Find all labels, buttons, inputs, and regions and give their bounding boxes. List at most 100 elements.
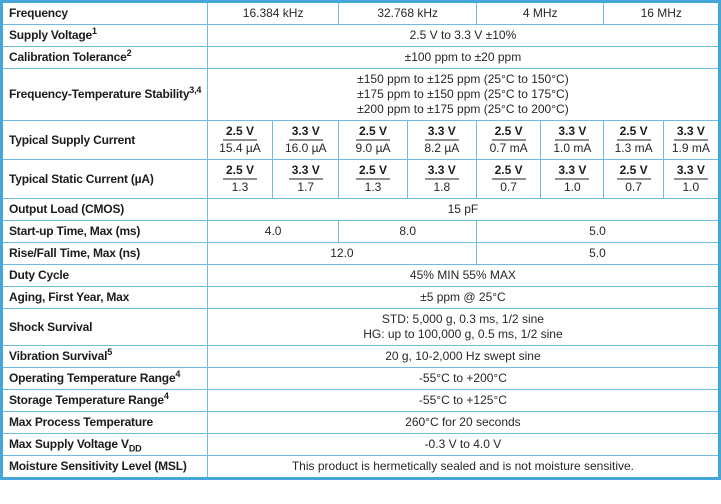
spec-row-frequency-temperature-stability: Frequency-Temperature Stability3,4 ±150 p… xyxy=(1,68,721,121)
value-cell: 4 MHz xyxy=(475,1,605,25)
value-cell: 45% MIN 55% MAX xyxy=(206,264,721,287)
row-label: Moisture Sensitivity Level (MSL) xyxy=(1,455,208,479)
voltage-subheader: 3.3 V xyxy=(412,124,472,141)
spec-row-frequency: Frequency 16.384 kHz 32.768 kHz 4 MHz 16 MHz xyxy=(1,1,720,25)
spec-row-supply-voltage: Supply Voltage1 2.5 V to 3.3 V ±10% xyxy=(1,24,721,47)
row-label: Supply Voltage1 xyxy=(1,24,208,47)
current-value: 8.2 µA xyxy=(424,141,460,155)
value-cell: 2.5 V 9.0 µA xyxy=(338,120,408,160)
row-label: Frequency-Temperature Stability3,4 xyxy=(1,68,208,121)
value-cell: This product is hermetically sealed and … xyxy=(206,455,721,479)
row-label: Operating Temperature Range4 xyxy=(1,367,208,390)
value-cell: -0.3 V to 4.0 V xyxy=(206,433,721,456)
current-value: 1.3 mA xyxy=(614,141,653,155)
spec-row-start-up-time-max-ms: Start-up Time, Max (ms) 4.0 8.0 5.0 xyxy=(1,220,721,243)
value-cell: STD: 5,000 g, 0.3 ms, 1/2 sine HG: up to … xyxy=(206,308,721,346)
voltage-subheader: 2.5 V xyxy=(212,124,268,141)
spec-row-aging-first-year-max: Aging, First Year, Max ±5 ppm @ 25°C xyxy=(1,286,721,309)
value-cell: 8.0 xyxy=(338,220,477,243)
value-cell: ±5 ppm @ 25°C xyxy=(206,286,721,309)
row-label: Vibration Survival5 xyxy=(1,345,208,368)
current-value: 1.3 xyxy=(231,180,249,194)
value-cell: ±150 ppm to ±125 ppm (25°C to 150°C) ±175… xyxy=(206,68,721,121)
value-cell: 2.5 V 0.7 xyxy=(475,159,542,199)
voltage-subheader: 3.3 V xyxy=(668,124,714,141)
value-cell: -55°C to +200°C xyxy=(206,367,721,390)
value-cell: 16 MHz xyxy=(603,1,720,25)
spec-row-storage-temperature-range: Storage Temperature Range4 -55°C to +125°… xyxy=(1,389,721,412)
current-value: 1.3 xyxy=(364,180,382,194)
row-label: Calibration Tolerance2 xyxy=(1,46,208,69)
spec-row-calibration-tolerance: Calibration Tolerance2 ±100 ppm to ±20 pp… xyxy=(1,46,721,69)
voltage-subheader: 2.5 V xyxy=(212,163,268,180)
value-cell: 3.3 V 1.0 mA xyxy=(540,120,605,160)
current-value: 15.4 µA xyxy=(219,141,261,155)
value-cell: 3.3 V 1.7 xyxy=(272,159,340,199)
current-value: 0.7 xyxy=(500,180,517,194)
spec-table: Frequency 16.384 kHz 32.768 kHz 4 MHz 16 MHz… xyxy=(0,0,721,480)
value-line: ±175 ppm to ±150 ppm (25°C to 175°C) xyxy=(357,87,569,101)
spec-row-moisture-sensitivity-level-msl: Moisture Sensitivity Level (MSL) This pro… xyxy=(1,455,721,479)
row-label: Rise/Fall Time, Max (ns) xyxy=(1,242,208,265)
voltage-subheader: 3.3 V xyxy=(545,163,599,180)
voltage-subheader: 2.5 V xyxy=(608,124,658,141)
row-label: Typical Supply Current xyxy=(1,120,208,160)
value-cell: 15 pF xyxy=(206,198,721,221)
current-value: 1.0 xyxy=(563,180,581,194)
spec-row-max-process-temperature: Max Process Temperature 260°C for 20 seco… xyxy=(1,411,721,434)
value-line: ±150 ppm to ±125 ppm (25°C to 150°C) xyxy=(357,72,569,86)
spec-row-output-load-cmos: Output Load (CMOS) 15 pF xyxy=(1,198,721,221)
value-line: HG: up to 100,000 g, 0.5 ms, 1/2 sine xyxy=(363,327,563,341)
row-label: Start-up Time, Max (ms) xyxy=(1,220,208,243)
value-cell: -55°C to +125°C xyxy=(206,389,721,412)
value-cell: 16.384 kHz xyxy=(206,1,340,25)
current-value: 0.7 mA xyxy=(489,141,528,155)
current-value: 1.7 xyxy=(297,180,315,194)
current-value: 16.0 µA xyxy=(284,141,327,155)
spec-row-rise-fall-time-max-ns: Rise/Fall Time, Max (ns) 12.0 5.0 xyxy=(1,242,721,265)
voltage-subheader: 2.5 V xyxy=(343,124,402,141)
value-cell: 5.0 xyxy=(475,242,721,265)
current-value: 9.0 µA xyxy=(355,141,391,155)
value-cell: 32.768 kHz xyxy=(338,1,477,25)
value-line: STD: 5,000 g, 0.3 ms, 1/2 sine xyxy=(381,312,544,326)
value-cell: 260°C for 20 seconds xyxy=(206,411,721,434)
value-cell: 2.5 V 1.3 mA xyxy=(603,120,664,160)
voltage-subheader: 3.3 V xyxy=(412,163,472,180)
row-label: Typical Static Current (µA) xyxy=(1,159,208,199)
value-cell: 12.0 xyxy=(206,242,477,265)
voltage-subheader: 2.5 V xyxy=(481,124,536,141)
row-label: Duty Cycle xyxy=(1,264,208,287)
voltage-subheader: 3.3 V xyxy=(545,124,599,141)
value-cell: ±100 ppm to ±20 ppm xyxy=(206,46,721,69)
spec-row-typical-static-current-a: Typical Static Current (µA) 2.5 V 1.3 3.3 V… xyxy=(1,159,721,199)
row-label: Storage Temperature Range4 xyxy=(1,389,208,412)
current-value: 1.0 mA xyxy=(553,141,592,155)
value-line: ±200 ppm to ±175 ppm (25°C to 200°C) xyxy=(357,102,569,116)
voltage-subheader: 2.5 V xyxy=(343,163,402,180)
row-label: Aging, First Year, Max xyxy=(1,286,208,309)
row-label: Frequency xyxy=(1,1,208,25)
value-cell: 4.0 xyxy=(206,220,340,243)
value-cell: 3.3 V 8.2 µA xyxy=(406,120,477,160)
value-cell: 3.3 V 1.9 mA xyxy=(662,120,721,160)
value-cell: 2.5 V 1.3 xyxy=(338,159,408,199)
value-cell: 2.5 V 1.3 xyxy=(206,159,274,199)
spec-row-duty-cycle: Duty Cycle 45% MIN 55% MAX xyxy=(1,264,721,287)
current-value: 1.9 mA xyxy=(671,141,710,155)
row-label: Shock Survival xyxy=(1,308,208,346)
spec-table-body: Frequency 16.384 kHz 32.768 kHz 4 MHz 16 MHz… xyxy=(1,1,721,479)
voltage-subheader: 3.3 V xyxy=(668,163,714,180)
value-cell: 2.5 V 0.7 mA xyxy=(475,120,542,160)
value-cell: 2.5 V 0.7 xyxy=(603,159,664,199)
current-value: 0.7 xyxy=(625,180,642,194)
value-cell: 20 g, 10-2,000 Hz swept sine xyxy=(206,345,721,368)
voltage-subheader: 2.5 V xyxy=(608,163,658,180)
value-cell: 5.0 xyxy=(475,220,721,243)
value-cell: 2.5 V 15.4 µA xyxy=(206,120,274,160)
value-cell: 3.3 V 1.0 xyxy=(662,159,721,199)
current-value: 1.8 xyxy=(433,180,451,194)
current-value: 1.0 xyxy=(682,180,700,194)
